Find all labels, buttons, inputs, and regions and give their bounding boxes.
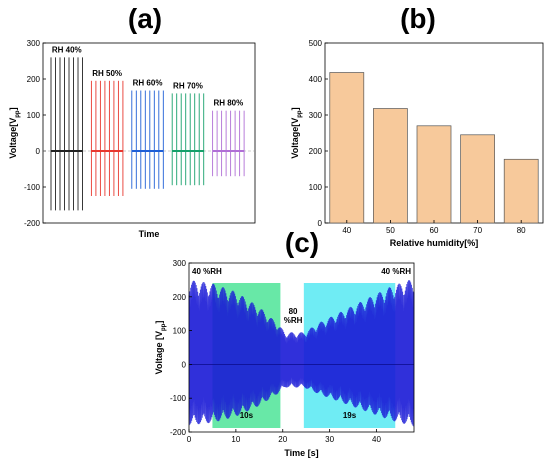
chart-b-ytick-label: 100 [309, 183, 323, 192]
chart-b-ytick-label: 200 [309, 147, 323, 156]
chart-c-xlabel: Time [s] [284, 448, 318, 458]
chart-a-frame [42, 42, 256, 224]
chart-c-xtick-label: 10 [231, 435, 240, 444]
chart-c-xtick-label: 0 [187, 435, 192, 444]
chart-a-xlabel: Time [139, 229, 160, 239]
chart-a: -200 -100 0 100 200 300 RH 40% RH 50% RH 60% RH 7… [8, 39, 256, 239]
chart-c-ytick-label: 100 [173, 327, 187, 336]
chart-c-ytick-label: 200 [173, 293, 187, 302]
chart-b-xtick-label: 80 [517, 226, 526, 235]
chart-b-bar [503, 158, 539, 224]
chart-b-ytick-label: 0 [318, 219, 323, 228]
chart-c-xtick-label: 20 [278, 435, 287, 444]
chart-a-group-label: RH 60% [133, 79, 163, 88]
chart-a-group-label: RH 40% [52, 45, 82, 54]
chart-c-ytick-label: -100 [170, 394, 187, 403]
chart-b-ytick-label: 300 [309, 111, 323, 120]
chart-c-ytick-label: 300 [173, 259, 187, 268]
chart-b: 0 100 200 300 400 500 40 50 60 70 80 Voltage[Vpp] Re… [290, 39, 544, 248]
chart-b-xlabel: Relative humidity[%] [390, 238, 479, 248]
chart-c-xtick-label: 40 [372, 435, 381, 444]
chart-b-bar [416, 125, 452, 224]
chart-c: -200 -100 0 100 200 300 0 10 20 30 40 40 %RH 40 %RH 8… [154, 259, 415, 458]
chart-c-signal [188, 280, 415, 427]
chart-b-ytick-label: 400 [309, 75, 323, 84]
chart-a-group-label: RH 50% [92, 69, 122, 78]
chart-c-annotation-t1: 10s [240, 411, 254, 420]
chart-c-annotation-start: 40 %RH [192, 267, 222, 276]
chart-c-ylabel: Voltage [Vpp] [154, 321, 167, 375]
chart-a-ytick-label: -200 [24, 219, 41, 228]
chart-a-ytick-label: -100 [24, 183, 41, 192]
chart-b-xtick-label: 70 [473, 226, 482, 235]
chart-a-ytick-label: 200 [27, 75, 41, 84]
chart-b-xtick-label: 40 [342, 226, 351, 235]
chart-b-xtick-label: 50 [386, 226, 395, 235]
chart-b-bar [329, 72, 365, 224]
chart-a-ylabel: Voltage[Vpp] [8, 107, 21, 158]
chart-c-ytick-label: -200 [170, 428, 187, 437]
chart-b-ylabel: Voltage[Vpp] [290, 107, 303, 158]
chart-c-xtick-label: 30 [325, 435, 334, 444]
chart-a-group-label: RH 80% [213, 99, 243, 108]
chart-a-group-label: RH 70% [173, 81, 203, 90]
chart-b-xtick-label: 60 [430, 226, 439, 235]
panel-label-b: (b) [400, 3, 436, 34]
chart-a-ytick-label: 0 [36, 147, 41, 156]
chart-c-annotation-t2: 19s [343, 411, 357, 420]
chart-c-ytick-label: 0 [182, 360, 187, 369]
panel-label-a: (a) [128, 3, 162, 34]
chart-b-ytick-label: 500 [309, 39, 323, 48]
chart-b-bar [460, 134, 495, 224]
chart-b-bar [373, 108, 408, 224]
chart-c-annotation-mid2: %RH [284, 316, 303, 325]
chart-c-frame [188, 262, 415, 433]
chart-a-ytick-label: 300 [27, 39, 41, 48]
panel-label-c: (c) [285, 227, 319, 258]
chart-c-annotation-mid1: 80 [289, 307, 298, 316]
chart-c-annotation-end: 40 %RH [381, 267, 411, 276]
chart-a-ytick-label: 100 [27, 111, 41, 120]
